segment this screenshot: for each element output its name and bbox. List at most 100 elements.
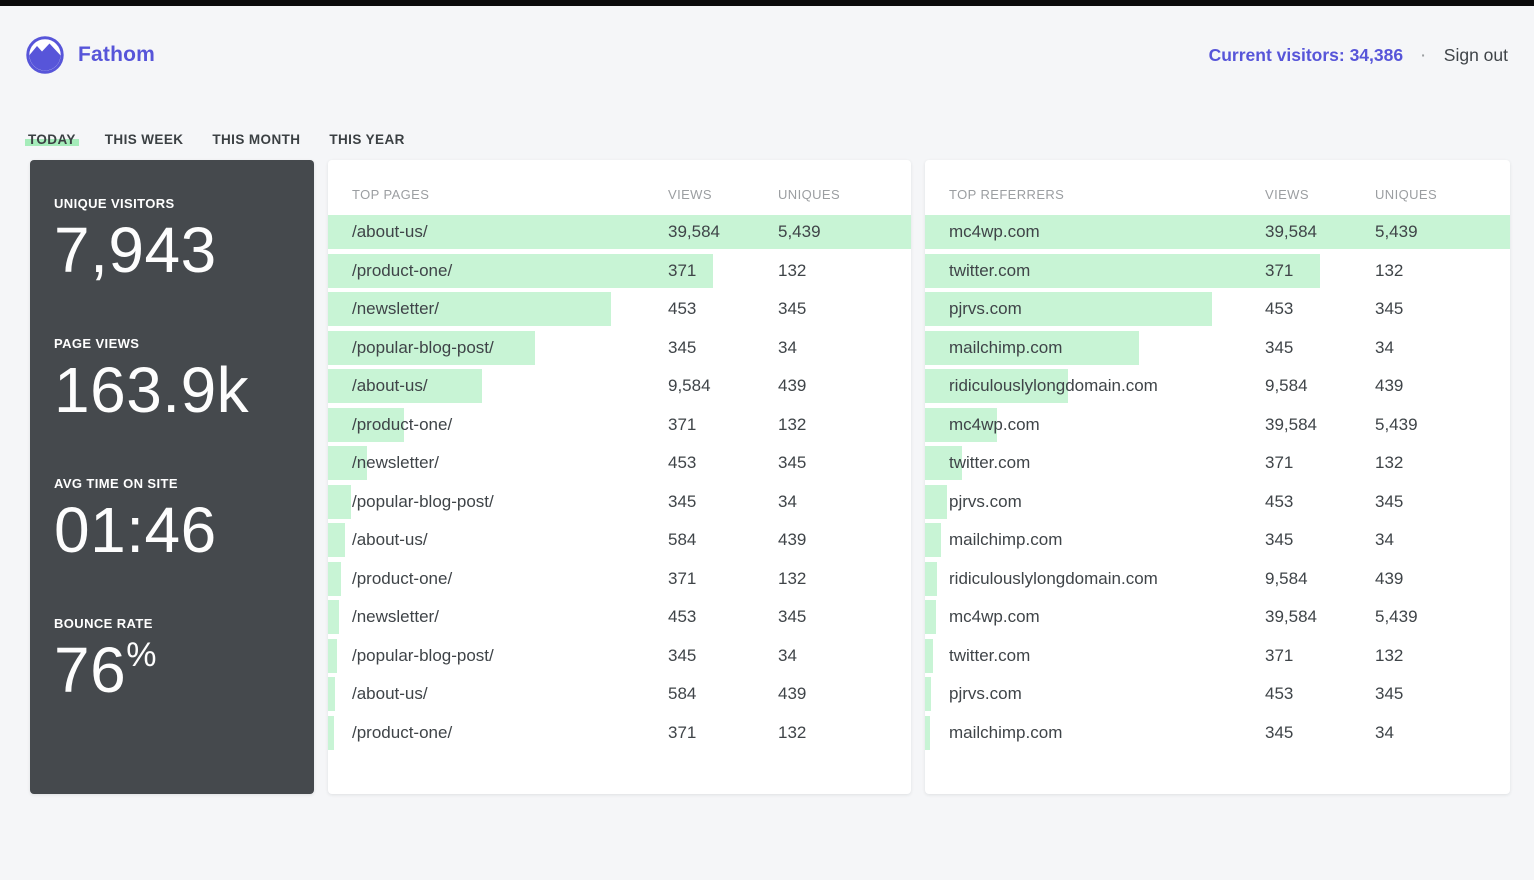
row-name: /popular-blog-post/ xyxy=(352,337,494,357)
row-uniques: 345 xyxy=(1375,491,1404,511)
table-row: /about-us/9,584 439 xyxy=(328,369,911,403)
value-bar xyxy=(925,215,1510,249)
value-bar xyxy=(925,638,934,673)
row-views: 453 xyxy=(1265,684,1294,703)
tab-this-year[interactable]: THIS YEAR xyxy=(329,132,404,147)
row-name: /about-us/ xyxy=(352,530,428,549)
row-name: /newsletter/ xyxy=(352,607,439,626)
value-bar xyxy=(328,715,334,750)
top-pages-title: TOP PAGES xyxy=(352,187,430,202)
row-views: 9,584 xyxy=(1265,376,1308,395)
value-bar xyxy=(925,523,941,557)
table-row: /about-us/584 439 xyxy=(328,523,911,557)
stat-page-views: PAGE VIEWS 163.9k xyxy=(54,336,290,425)
stat-label: PAGE VIEWS xyxy=(54,336,140,352)
row-views: 345 xyxy=(668,491,697,511)
row-name: pjrvs.com xyxy=(949,491,1022,511)
top-referrers-rows: mc4wp.com 39,584 5,439 twitter.com 371 132 pjr… xyxy=(925,215,1510,750)
stat-label: AVG TIME ON SITE xyxy=(54,476,178,492)
table-row: /newsletter/453 345 xyxy=(328,446,911,480)
table-row: /about-us/584 439 xyxy=(328,677,911,711)
row-name: /product-one/ xyxy=(352,722,453,742)
row-uniques: 34 xyxy=(778,645,797,665)
brand-logo-link[interactable]: Fathom xyxy=(26,36,155,74)
row-uniques: 439 xyxy=(1375,568,1404,588)
date-range-tabs: TODAY THIS WEEK THIS MONTH THIS YEAR xyxy=(25,132,1534,147)
row-uniques: 34 xyxy=(1375,722,1394,742)
stat-number: 163.9k xyxy=(54,354,250,427)
row-name: twitter.com xyxy=(949,453,1031,472)
value-bar xyxy=(925,677,932,711)
tab-today[interactable]: TODAY xyxy=(25,132,79,147)
row-views: 371 xyxy=(1265,260,1294,280)
row-views: 345 xyxy=(668,337,697,357)
table-row: /newsletter/453 345 xyxy=(328,292,911,326)
value-bar xyxy=(925,446,962,480)
table-row: /product-one/371 132 xyxy=(328,561,911,596)
row-name: mailchimp.com xyxy=(949,530,1063,549)
value-bar xyxy=(328,446,368,480)
value-bar xyxy=(925,369,1069,403)
row-uniques: 5,439 xyxy=(1375,222,1418,241)
table-row: mailchimp.com 345 34 xyxy=(925,715,1510,750)
row-uniques: 34 xyxy=(1375,337,1394,357)
row-uniques: 34 xyxy=(778,337,797,357)
value-bar xyxy=(328,253,713,288)
current-visitors-link[interactable]: Current visitors: 34,386 xyxy=(1208,44,1404,65)
row-name: ridiculouslylongdomain.com xyxy=(949,568,1158,588)
row-uniques: 345 xyxy=(778,607,807,626)
table-row: /popular-blog-post/345 34 xyxy=(328,638,911,673)
row-views: 371 xyxy=(668,568,697,588)
value-bar xyxy=(925,715,931,750)
row-views: 39,584 xyxy=(668,222,720,241)
table-row: /about-us/39,584 5,439 xyxy=(328,215,911,249)
row-name: /about-us/ xyxy=(352,376,428,395)
row-uniques: 345 xyxy=(1375,299,1404,318)
row-uniques: 439 xyxy=(778,376,807,395)
row-views: 453 xyxy=(668,299,697,318)
row-name: /product-one/ xyxy=(352,414,453,434)
header: Fathom Current visitors: 34,386 · Sign o… xyxy=(0,6,1534,74)
value-bar xyxy=(328,215,911,249)
table-row: /popular-blog-post/345 34 xyxy=(328,484,911,519)
row-uniques: 132 xyxy=(778,260,807,280)
table-row: mc4wp.com 39,584 5,439 xyxy=(925,600,1510,634)
row-uniques: 345 xyxy=(778,453,807,472)
row-views: 453 xyxy=(1265,299,1294,318)
row-uniques: 132 xyxy=(1375,260,1404,280)
stat-number: 76 xyxy=(54,634,127,707)
row-views: 371 xyxy=(1265,645,1294,665)
row-views: 39,584 xyxy=(1265,414,1317,434)
brand-name: Fathom xyxy=(78,43,156,66)
row-uniques: 132 xyxy=(778,722,807,742)
tab-this-month[interactable]: THIS MONTH xyxy=(212,132,300,147)
row-name: /popular-blog-post/ xyxy=(352,645,494,665)
tab-label: THIS YEAR xyxy=(329,132,405,147)
row-uniques: 132 xyxy=(1375,453,1404,472)
tab-this-week[interactable]: THIS WEEK xyxy=(105,132,184,147)
sign-out-link[interactable]: Sign out xyxy=(1443,44,1508,65)
stat-value: 163.9k xyxy=(54,356,290,425)
row-name: twitter.com xyxy=(949,645,1031,665)
stat-label: UNIQUE VISITORS xyxy=(54,196,175,211)
row-name: pjrvs.com xyxy=(949,299,1022,318)
row-views: 345 xyxy=(1265,337,1294,357)
row-views: 584 xyxy=(668,684,697,703)
row-name: mc4wp.com xyxy=(949,414,1040,434)
row-views: 371 xyxy=(1265,453,1294,472)
stat-unique-visitors: UNIQUE VISITORS 7,943 xyxy=(54,196,290,285)
table-row: /product-one/371 132 xyxy=(328,715,911,750)
stat-number: 01:46 xyxy=(54,494,217,567)
row-uniques: 5,439 xyxy=(1375,414,1418,434)
table-row: mc4wp.com 39,584 5,439 xyxy=(925,407,1510,442)
row-views: 371 xyxy=(668,414,697,434)
row-views: 345 xyxy=(668,645,697,665)
row-name: mailchimp.com xyxy=(949,337,1063,357)
value-bar xyxy=(925,484,947,519)
row-uniques: 5,439 xyxy=(1375,607,1418,626)
row-uniques: 345 xyxy=(778,299,807,318)
row-views: 453 xyxy=(668,453,697,472)
row-views: 584 xyxy=(668,530,697,549)
row-views: 453 xyxy=(668,607,697,626)
